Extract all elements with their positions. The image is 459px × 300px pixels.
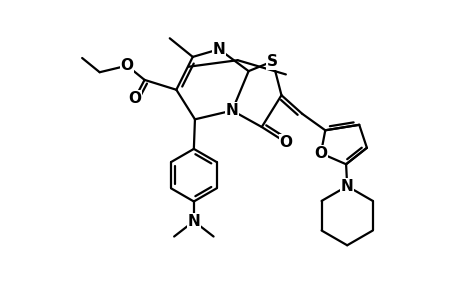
Text: O: O (313, 146, 327, 161)
Text: O: O (279, 135, 292, 150)
Text: O: O (120, 58, 133, 73)
Text: O: O (128, 91, 141, 106)
Text: N: N (225, 103, 238, 118)
Text: S: S (267, 54, 278, 69)
Text: N: N (340, 178, 353, 194)
Text: N: N (187, 214, 200, 229)
Text: N: N (212, 42, 225, 57)
